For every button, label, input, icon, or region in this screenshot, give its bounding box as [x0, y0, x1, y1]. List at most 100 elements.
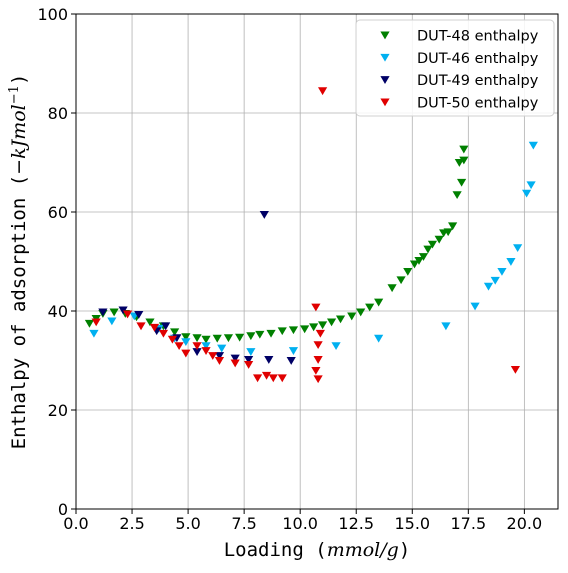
data-point [300, 325, 310, 334]
data-point [318, 321, 328, 330]
data-point [443, 228, 453, 237]
data-point [309, 323, 319, 332]
data-point [259, 211, 269, 219]
data-point [318, 87, 328, 96]
data-point [268, 374, 278, 383]
data-point [423, 245, 433, 254]
legend-marker [380, 53, 390, 62]
data-point [403, 267, 413, 276]
data-point [356, 308, 366, 317]
data-point [136, 322, 146, 331]
data-point [214, 357, 225, 365]
x-tick-label: 0.0 [63, 514, 88, 533]
data-point [167, 335, 177, 344]
data-point [311, 366, 321, 375]
data-point [201, 342, 211, 351]
legend-label: DUT-50 enthalpy [417, 95, 539, 111]
data-point [181, 333, 191, 342]
y-tick-label: 60 [48, 203, 68, 222]
x-tick-label: 10.0 [282, 514, 318, 533]
data-point [452, 191, 462, 200]
data-point [522, 189, 532, 198]
data-point [414, 257, 424, 265]
legend-box [355, 19, 555, 117]
data-point [266, 329, 276, 338]
data-point [252, 374, 263, 383]
data-point [335, 315, 346, 324]
y-tick-label: 80 [48, 104, 68, 123]
data-point [246, 348, 256, 356]
data-point [454, 159, 464, 167]
data-point [427, 240, 438, 249]
data-point [277, 327, 287, 336]
data-point [170, 328, 180, 337]
data-point [315, 329, 325, 338]
data-point [288, 347, 299, 355]
legend-label: DUT-48 enthalpy [417, 29, 539, 45]
data-point [277, 374, 287, 383]
data-point [513, 244, 523, 253]
data-point [490, 276, 500, 285]
data-point [457, 178, 467, 187]
y-tick-label: 20 [48, 401, 68, 420]
data-point [313, 356, 323, 364]
data-point [208, 352, 218, 360]
x-tick-label: 20.0 [507, 514, 543, 533]
data-point [387, 284, 397, 293]
x-tick-label: 7.5 [231, 514, 256, 533]
data-point [326, 318, 337, 327]
data-point [235, 333, 245, 342]
y-tick-label: 40 [48, 302, 68, 321]
data-point [255, 330, 265, 339]
plot-frame [75, 13, 559, 510]
data-point [434, 235, 444, 244]
data-point [313, 341, 323, 350]
data-point [158, 329, 169, 338]
data-point [347, 312, 357, 321]
data-point [223, 334, 234, 343]
data-point [470, 302, 480, 311]
data-point [244, 356, 254, 364]
data-point [459, 145, 469, 154]
data-point [261, 371, 272, 380]
legend-marker [380, 76, 390, 84]
x-axis-title: Loading (mmol/g) [224, 539, 411, 561]
data-point [181, 338, 191, 347]
legend-marker [380, 31, 390, 40]
data-point [192, 334, 202, 343]
data-point [134, 311, 144, 319]
data-point [181, 349, 191, 358]
data-point [98, 308, 108, 317]
series-4 [91, 87, 521, 384]
y-tick-label: 0 [58, 500, 68, 519]
data-point [506, 258, 516, 266]
data-point [526, 181, 536, 190]
data-point [528, 141, 538, 150]
data-point [91, 318, 101, 327]
data-point [217, 344, 227, 353]
data-point [244, 361, 254, 369]
data-point [201, 335, 211, 344]
data-point [107, 317, 117, 326]
data-point [396, 276, 406, 285]
data-point [483, 282, 494, 291]
x-tick-label: 17.5 [451, 514, 487, 533]
x-tick-label: 12.5 [338, 514, 374, 533]
legend-label: DUT-46 enthalpy [417, 51, 539, 67]
data-point [174, 342, 184, 351]
data-point [286, 357, 296, 365]
x-tick-label: 15.0 [394, 514, 430, 533]
data-point [409, 260, 420, 269]
data-point [118, 306, 128, 315]
axis-ticks: 0.0 2.5 5.0 7.5 10.0 12.5 15.0 17.5 20.0 0 20 40 60 8… [37, 5, 542, 533]
data-point [192, 348, 202, 356]
data-point [246, 332, 256, 341]
data-point [122, 310, 133, 319]
data-point [497, 267, 507, 276]
data-point [374, 298, 384, 307]
data-point [145, 318, 155, 327]
data-point [192, 342, 202, 351]
data-point [510, 365, 521, 374]
